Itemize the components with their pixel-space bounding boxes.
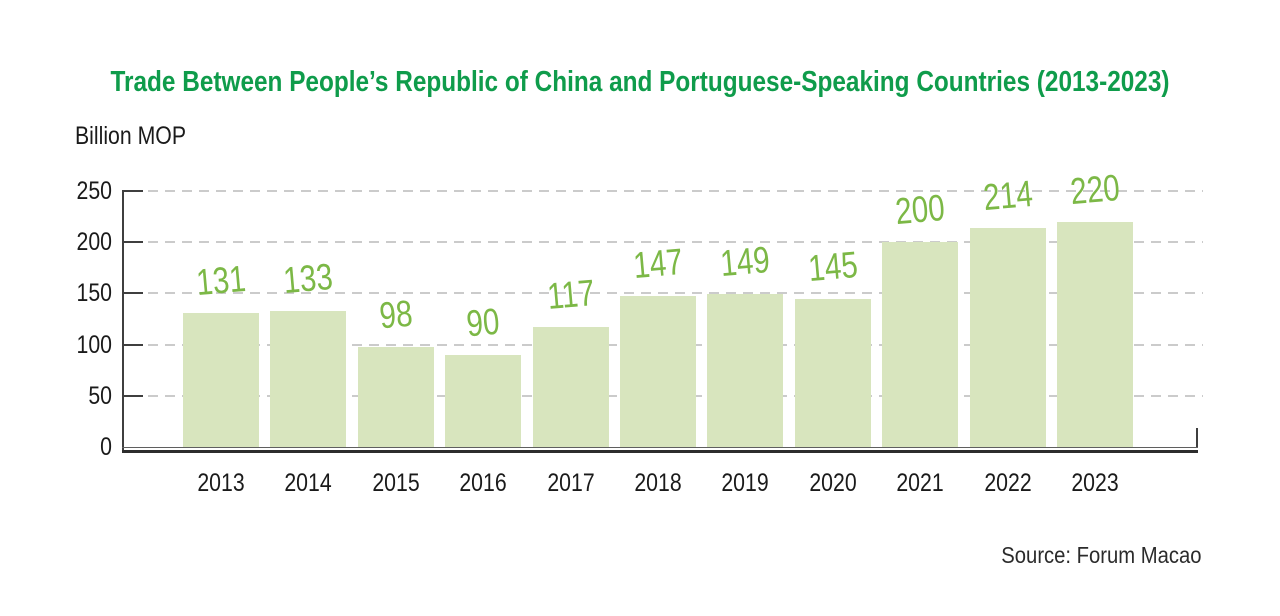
x-tick-label-2017: 2017 [546, 469, 595, 497]
gridline-250 [148, 190, 1203, 192]
y-axis-unit-label: Billion MOP [75, 122, 187, 150]
x-tick-label-2021: 2021 [896, 469, 944, 497]
y-tick-250 [122, 190, 143, 192]
bar-2022 [969, 227, 1046, 447]
source-note: Source: Forum Macao [1001, 542, 1202, 568]
y-tick-label-200: 200 [76, 228, 112, 257]
y-tick-150 [122, 292, 143, 295]
bar-2017 [532, 327, 609, 447]
x-axis-line-thin [122, 447, 1198, 448]
x-tick-label-2013: 2013 [197, 469, 245, 497]
bar-value-2016: 90 [464, 300, 502, 345]
bar-2015 [357, 346, 434, 447]
y-tick-label-100: 100 [76, 330, 112, 359]
bar-value-2020: 145 [806, 243, 860, 289]
y-tick-50 [122, 394, 143, 397]
x-tick-label-2014: 2014 [284, 469, 333, 497]
bar-2014 [270, 310, 347, 447]
x-tick-label-2015: 2015 [372, 469, 420, 497]
bar-2021 [882, 242, 959, 447]
x-tick-label-2022: 2022 [983, 469, 1032, 497]
bar-value-2015: 98 [377, 292, 414, 336]
bar-value-2014: 133 [281, 255, 335, 301]
x-axis-end-tick [1196, 428, 1198, 447]
bar-value-2013: 131 [194, 257, 248, 303]
bar-value-2017: 117 [545, 272, 596, 318]
y-tick-label-50: 50 [88, 381, 112, 410]
bar-value-2018: 147 [631, 241, 685, 287]
bar-value-2019: 149 [718, 239, 772, 285]
y-tick-100 [122, 343, 143, 346]
y-tick-200 [122, 241, 143, 244]
bar-2018 [620, 296, 696, 447]
bar-value-2022: 214 [981, 172, 1034, 218]
x-tick-label-2016: 2016 [459, 469, 507, 497]
gridline-200 [148, 241, 1203, 244]
bar-2023 [1057, 221, 1133, 447]
bar-value-2023: 220 [1068, 166, 1122, 212]
bar-value-2021: 200 [893, 187, 947, 233]
x-tick-label-2023: 2023 [1071, 469, 1119, 497]
chart-title: Trade Between People’s Republic of China… [110, 66, 1170, 98]
y-tick-label-0: 0 [100, 433, 112, 461]
y-tick-label-150: 150 [76, 279, 112, 308]
x-tick-label-2019: 2019 [721, 469, 770, 497]
x-axis-line-thick [122, 450, 1198, 453]
bar-2020 [794, 298, 871, 447]
bar-2019 [707, 294, 784, 447]
x-tick-label-2020: 2020 [809, 469, 857, 497]
bar-2016 [445, 354, 522, 447]
gridline-150 [148, 292, 1203, 295]
y-tick-label-250: 250 [76, 177, 112, 205]
y-axis-line [122, 191, 124, 450]
x-tick-label-2018: 2018 [634, 469, 682, 497]
bar-2013 [183, 312, 259, 447]
